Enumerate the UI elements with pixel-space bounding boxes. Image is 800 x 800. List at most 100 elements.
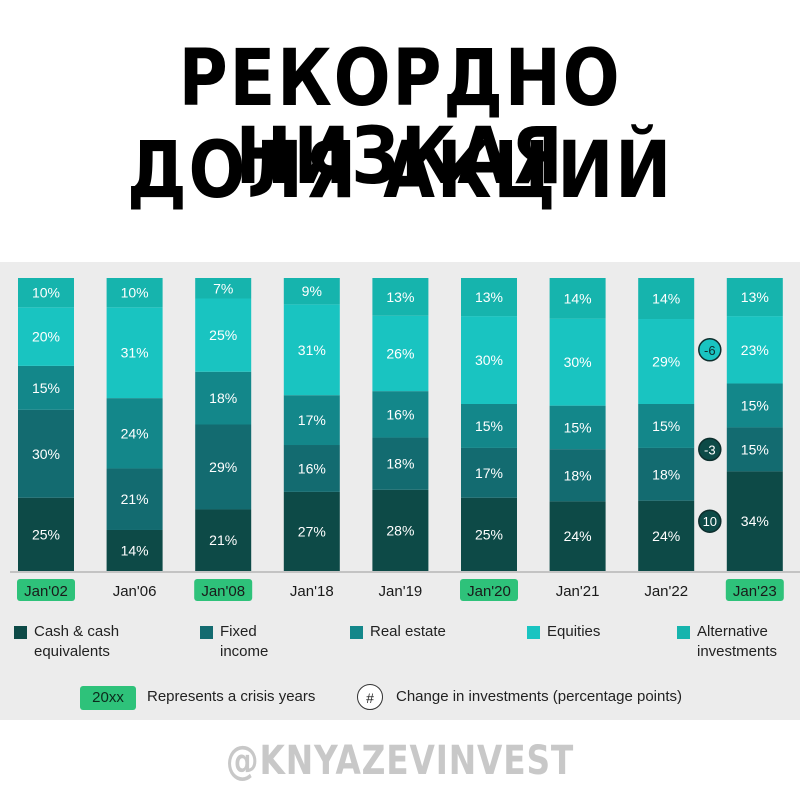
bar-segment-equities-jan-06 (106, 307, 163, 399)
x-tick-label-jan-20: Jan'20 (467, 583, 511, 600)
change-legend-text: Change in investments (percentage points… (396, 688, 682, 705)
data-label-equities-jan-19: 26% (386, 345, 414, 361)
data-label-alternative-investments-jan-20: 13% (475, 289, 503, 305)
data-label-equities-jan-02: 20% (32, 329, 60, 345)
legend-swatch-fixed-income (200, 626, 213, 639)
x-tick-label-jan-23: Jan'23 (733, 583, 777, 600)
bar-segment-fixed-income-jan-23 (726, 427, 783, 472)
bar-segment-real-estate-jan-23 (726, 383, 783, 428)
bar-segment-real-estate-jan-22 (638, 403, 695, 448)
bar-segment-cash-cash-equivalents-jan-20 (461, 497, 517, 571)
data-label-fixed-income-jan-21: 18% (564, 467, 592, 483)
bar-segment-equities-jan-20 (461, 316, 517, 404)
bar-segment-fixed-income-jan-06 (106, 468, 163, 530)
change-marker-cash-cash-equivalents (698, 509, 722, 533)
change-value-equities: -6 (704, 343, 716, 358)
legend-label-cash: Cash & cash equivalents (34, 623, 120, 660)
data-label-alternative-investments-jan-06: 10% (121, 285, 149, 301)
x-tick-label-jan-22: Jan'22 (644, 583, 688, 600)
bar-segment-equities-jan-02 (18, 307, 74, 366)
data-label-equities-jan-08: 25% (209, 327, 237, 343)
bar-segment-equities-jan-19 (372, 315, 429, 392)
bar-segment-alternative-investments-jan-08 (195, 278, 252, 299)
bar-segment-fixed-income-jan-02 (18, 409, 74, 498)
data-label-real-estate-jan-23: 15% (741, 397, 769, 413)
author-handle: @KNYAZEVINVEST (225, 738, 575, 784)
legend-swatch-cash (14, 626, 27, 639)
data-label-equities-jan-20: 30% (475, 352, 503, 368)
x-tick-label-jan-08: Jan'08 (201, 583, 245, 600)
data-label-real-estate-jan-22: 15% (652, 418, 680, 434)
x-tick-label-jan-06: Jan'06 (113, 583, 157, 600)
bar-segment-equities-jan-18 (283, 304, 340, 396)
bar-segment-equities-jan-23 (726, 316, 783, 384)
crisis-highlight-jan-23 (725, 579, 784, 601)
bar-segment-fixed-income-jan-18 (283, 445, 340, 492)
data-label-equities-jan-21: 30% (564, 354, 592, 370)
data-label-cash-cash-equivalents-jan-21: 24% (564, 528, 592, 544)
data-label-cash-cash-equivalents-jan-22: 24% (652, 528, 680, 544)
data-label-cash-cash-equivalents-jan-08: 21% (209, 532, 237, 548)
bar-segment-cash-cash-equivalents-jan-08 (195, 509, 252, 571)
data-label-equities-jan-23: 23% (741, 342, 769, 358)
legend-label-fixed-income: Fixed income (220, 623, 269, 660)
data-label-alternative-investments-jan-02: 10% (32, 285, 60, 301)
bar-segment-alternative-investments-jan-19 (372, 278, 429, 316)
bar-segment-real-estate-jan-19 (372, 391, 429, 438)
bar-segment-alternative-investments-jan-02 (18, 278, 74, 308)
bar-segment-real-estate-jan-21 (549, 405, 606, 450)
bar-segment-fixed-income-jan-22 (638, 447, 695, 501)
bar-segment-alternative-investments-jan-20 (461, 278, 517, 317)
bar-segment-real-estate-jan-20 (461, 403, 517, 448)
data-label-fixed-income-jan-06: 21% (121, 491, 149, 507)
data-label-fixed-income-jan-20: 17% (475, 465, 503, 481)
data-label-real-estate-jan-06: 24% (121, 425, 149, 441)
bar-segment-cash-cash-equivalents-jan-02 (18, 497, 74, 571)
bar-segment-cash-cash-equivalents-jan-06 (106, 529, 163, 571)
data-label-equities-jan-22: 29% (652, 354, 680, 370)
data-label-equities-jan-06: 31% (121, 345, 149, 361)
bar-segment-real-estate-jan-18 (283, 395, 340, 446)
crisis-legend-text: Represents a crisis years (147, 688, 316, 705)
bar-segment-alternative-investments-jan-21 (549, 278, 606, 319)
change-value-fixed-income: -3 (704, 442, 716, 457)
crisis-highlight-jan-20 (460, 579, 518, 601)
bar-segment-alternative-investments-jan-18 (283, 278, 340, 305)
data-label-real-estate-jan-21: 15% (564, 419, 592, 435)
x-tick-label-jan-18: Jan'18 (290, 583, 334, 600)
data-label-real-estate-jan-20: 15% (475, 418, 503, 434)
data-label-alternative-investments-jan-08: 7% (213, 280, 233, 296)
x-tick-label-jan-02: Jan'02 (24, 583, 68, 600)
data-label-fixed-income-jan-19: 18% (386, 456, 414, 472)
bar-segment-alternative-investments-jan-22 (638, 278, 695, 320)
bar-segment-cash-cash-equivalents-jan-23 (726, 471, 783, 571)
data-label-real-estate-jan-08: 18% (209, 390, 237, 406)
data-label-real-estate-jan-02: 15% (32, 380, 60, 396)
data-label-cash-cash-equivalents-jan-20: 25% (475, 526, 503, 542)
legend-label-real-estate: Real estate (370, 623, 446, 640)
bar-segment-cash-cash-equivalents-jan-21 (549, 501, 606, 571)
x-tick-label-jan-19: Jan'19 (379, 583, 423, 600)
data-label-fixed-income-jan-02: 30% (32, 446, 60, 462)
headline-line-2: ДОЛЯ АКЦИЙ (127, 126, 673, 216)
legend-swatch-alternative (677, 626, 690, 639)
bar-segment-fixed-income-jan-19 (372, 437, 429, 490)
x-tick-label-jan-21: Jan'21 (556, 583, 600, 600)
bar-segment-fixed-income-jan-20 (461, 447, 517, 498)
data-label-cash-cash-equivalents-jan-18: 27% (298, 523, 326, 539)
bar-segment-fixed-income-jan-08 (195, 424, 252, 510)
crisis-highlight-jan-08 (194, 579, 253, 601)
legend-swatch-equities (527, 626, 540, 639)
data-label-fixed-income-jan-23: 15% (741, 441, 769, 457)
data-label-alternative-investments-jan-21: 14% (564, 290, 592, 306)
data-label-alternative-investments-jan-19: 13% (386, 289, 414, 305)
data-label-fixed-income-jan-18: 16% (298, 460, 326, 476)
change-marker-fixed-income (698, 437, 722, 462)
bar-segment-cash-cash-equivalents-jan-22 (638, 500, 695, 571)
bar-segment-real-estate-jan-02 (18, 365, 74, 410)
legend-label-equities: Equities (547, 623, 601, 640)
change-marker-equities (698, 338, 722, 362)
data-label-cash-cash-equivalents-jan-19: 28% (386, 522, 414, 538)
data-label-cash-cash-equivalents-jan-23: 34% (741, 513, 769, 529)
